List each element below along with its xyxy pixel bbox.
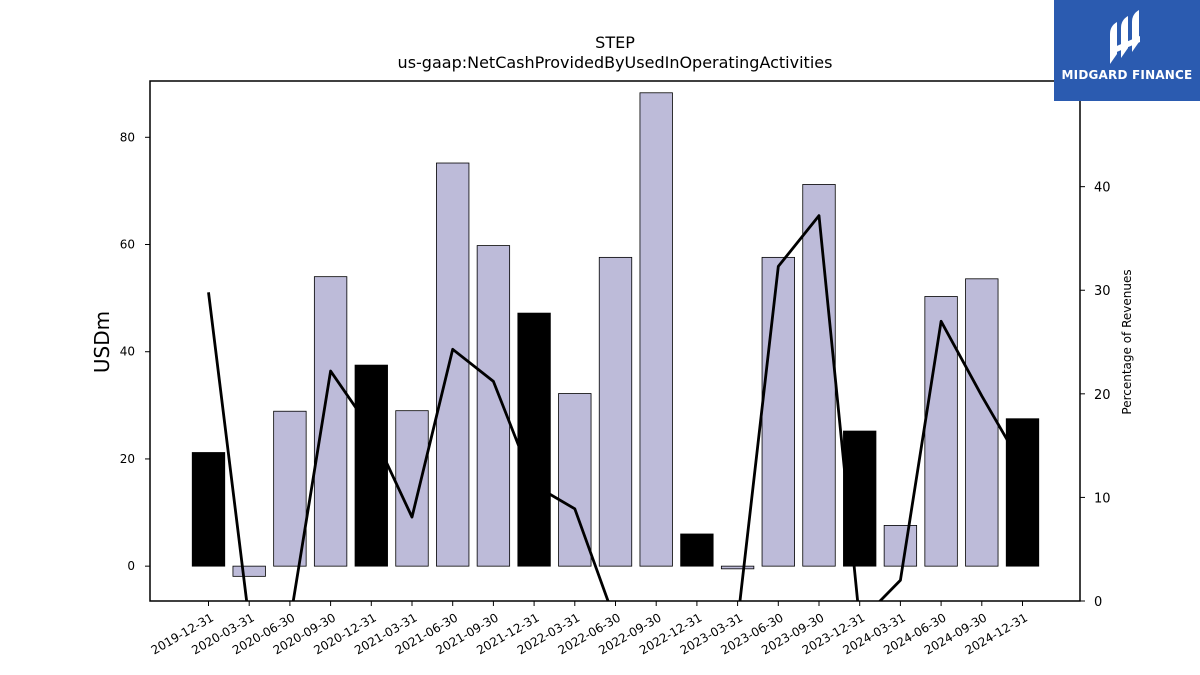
percentage-line-series: [207, 214, 1024, 601]
bar-2021-09-30: [476, 245, 511, 567]
y-axis-label: USDm: [90, 311, 114, 373]
y-tick-label-80: 80: [120, 130, 135, 144]
bar-series: [191, 92, 1040, 577]
bar-2021-03-31: [395, 410, 429, 567]
chart-title: STEP: [595, 33, 635, 52]
bar-2024-03-31: [883, 525, 918, 567]
bar-2021-12-31: [517, 312, 551, 567]
bar-2022-12-31: [680, 533, 714, 567]
x-axis: 2019-12-312020-03-312020-06-302020-09-30…: [149, 601, 1030, 657]
logo-text: MIDGARD FINANCE: [1061, 68, 1193, 82]
bar-2023-09-30: [802, 184, 836, 567]
bar-2023-03-31: [720, 565, 755, 570]
y2-axis-label: Percentage of Revenues: [1120, 269, 1134, 414]
y2-tick-label-20: 20: [1094, 388, 1111, 403]
y-tick-label-0: 0: [127, 559, 135, 573]
y2-tick-label-40: 40: [1094, 181, 1111, 196]
bar-2024-06-30: [924, 296, 958, 567]
bar-2020-09-30: [313, 276, 348, 567]
y-tick-label-60: 60: [120, 238, 135, 252]
y-axis-right: 0 10 20 30 40: [1080, 181, 1111, 610]
bar-2022-06-30: [598, 256, 633, 567]
y-axis-left: 0 20 40 60 80: [120, 130, 150, 573]
y2-tick-label-30: 30: [1094, 284, 1111, 299]
y2-tick-label-10: 10: [1094, 491, 1111, 506]
bar-2023-12-31: [843, 430, 877, 567]
bar-2022-09-30: [639, 92, 673, 567]
bar-2024-12-31: [1005, 418, 1040, 567]
bar-2024-09-30: [965, 278, 999, 567]
chart-subtitle: us-gaap:NetCashProvidedByUsedInOperating…: [398, 53, 833, 72]
y2-tick-label-0: 0: [1094, 595, 1102, 610]
midgard-finance-logo: MIDGARD FINANCE: [1054, 0, 1200, 101]
line-segment-1: [738, 214, 1024, 601]
bar-2023-06-30: [761, 256, 795, 567]
bar-2020-12-31: [354, 364, 388, 567]
y-tick-label-40: 40: [120, 345, 135, 359]
bar-2019-12-31: [191, 452, 226, 567]
bar-2020-03-31: [232, 565, 266, 577]
line-segment-0: [207, 292, 610, 601]
bar-2021-06-30: [436, 162, 470, 567]
y-tick-label-20: 20: [120, 452, 135, 466]
bar-2020-06-30: [273, 410, 307, 567]
midgard-logo-icon: [1110, 10, 1140, 64]
